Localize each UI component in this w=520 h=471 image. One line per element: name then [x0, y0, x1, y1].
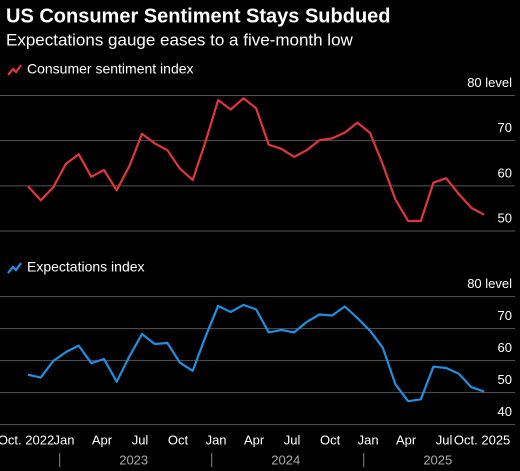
chart-subtitle: Expectations gauge eases to a five-month…: [6, 30, 354, 49]
y-tick-label: 80 level: [467, 75, 512, 90]
x-tick-label: Oct. 2022: [0, 432, 54, 447]
legend-swatch: [7, 262, 22, 274]
y-tick-label: 60: [498, 340, 512, 355]
x-tick-label: Jan: [206, 432, 227, 447]
x-tick-label: Oct: [168, 432, 189, 447]
x-tick-label: Oct: [320, 432, 341, 447]
x-tick-label: Jan: [54, 432, 75, 447]
y-tick-label: 60: [498, 165, 512, 180]
legend-label: Consumer sentiment index: [27, 61, 194, 77]
year-label: 2024: [271, 452, 300, 467]
y-tick-label: 70: [498, 120, 512, 135]
chart-title: US Consumer Sentiment Stays Subdued: [6, 5, 391, 27]
x-tick-label: Jan: [358, 432, 379, 447]
year-label: 2023: [119, 452, 148, 467]
x-tick-label: Jul: [132, 432, 149, 447]
y-tick-label: 40: [498, 404, 512, 419]
y-tick-label: 50: [498, 210, 512, 225]
year-label: 2025: [423, 452, 452, 467]
legend-swatch: [7, 64, 22, 76]
x-tick-label: Apr: [92, 432, 113, 447]
x-tick-label: Jul: [436, 432, 453, 447]
line-series: [27, 303, 485, 403]
x-tick-label: Oct. 2025: [454, 432, 510, 447]
x-tick-label: Jul: [284, 432, 301, 447]
y-tick-label: 80 level: [467, 276, 512, 291]
x-tick-label: Apr: [244, 432, 265, 447]
y-tick-label: 50: [498, 372, 512, 387]
x-tick-label: Apr: [396, 432, 417, 447]
y-tick-label: 70: [498, 308, 512, 323]
legend-label: Expectations index: [27, 259, 145, 275]
line-series: [27, 97, 485, 223]
